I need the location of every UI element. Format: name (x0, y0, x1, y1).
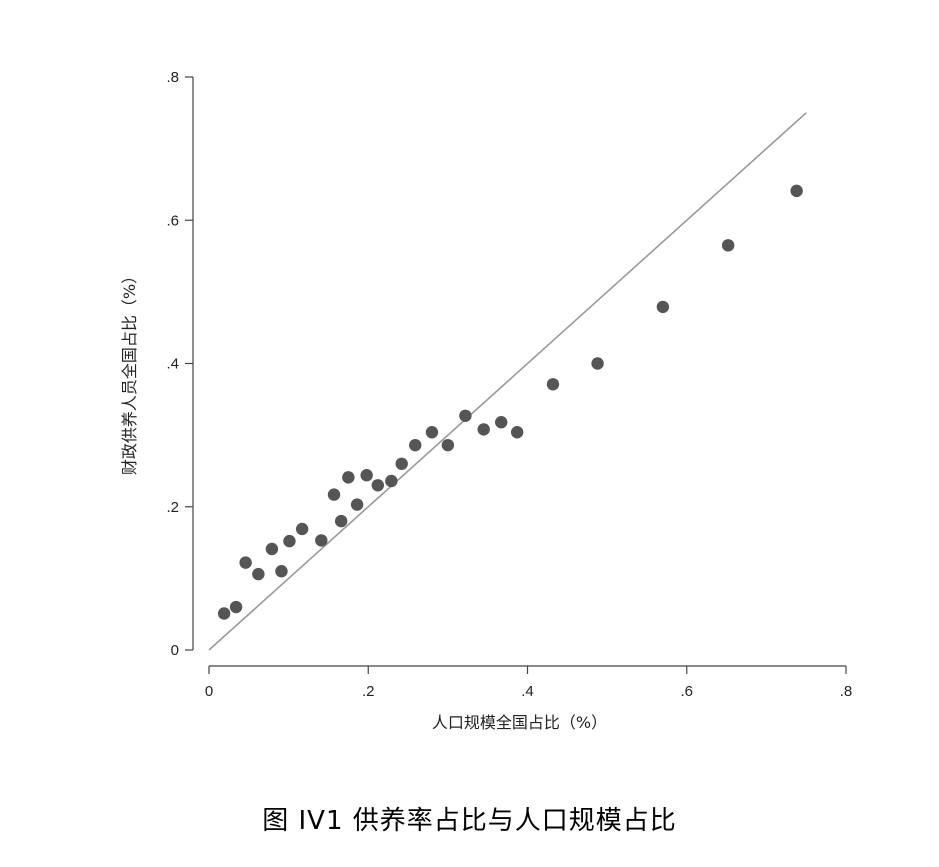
data-point (275, 565, 288, 578)
data-point (477, 423, 490, 436)
y-tick-label: 0 (171, 642, 179, 659)
data-point (459, 409, 472, 422)
data-point (371, 479, 385, 492)
points-layer (217, 184, 803, 620)
data-point (327, 488, 341, 501)
x-tick-label: .8 (840, 683, 853, 700)
reference-line (208, 112, 807, 651)
x-tick-label: .4 (521, 683, 534, 700)
data-point (334, 514, 348, 528)
x-axis-label: 人口规模全国占比（%） (432, 713, 607, 732)
reference-line-layer (208, 112, 807, 651)
y-tick-label: .4 (166, 356, 179, 373)
figure-caption: 图 IV1 供养率占比与人口规模占比 (262, 806, 677, 836)
data-point (395, 457, 408, 470)
y-tick-label: .8 (166, 69, 179, 86)
x-tick-label: .2 (362, 683, 375, 700)
y-tick-label: .2 (166, 499, 179, 516)
data-point (360, 469, 373, 482)
data-point (295, 522, 309, 536)
data-point (656, 300, 670, 314)
data-point (409, 438, 422, 452)
data-point (546, 378, 560, 391)
data-point (425, 426, 439, 439)
data-point (721, 239, 735, 252)
data-point (350, 498, 364, 511)
data-point (495, 416, 508, 429)
data-point (510, 426, 524, 439)
data-point (252, 567, 265, 581)
axes: 0 .2 .4 .6 .8 0 .2 .4 .6 .8 (166, 69, 852, 700)
data-point (385, 474, 398, 488)
data-point (239, 556, 252, 569)
data-point (283, 534, 296, 548)
x-tick-label: .6 (680, 683, 693, 700)
data-point (229, 600, 243, 614)
data-point (441, 438, 455, 452)
y-tick-label: .6 (166, 212, 179, 229)
y-axis-label: 财政供养人员全国占比（%） (120, 268, 139, 475)
data-point (790, 184, 803, 198)
data-point (342, 471, 355, 484)
data-point (591, 357, 604, 370)
data-point (315, 534, 328, 547)
x-tick-label: 0 (205, 683, 213, 700)
data-point (217, 607, 231, 620)
data-point (265, 542, 279, 556)
